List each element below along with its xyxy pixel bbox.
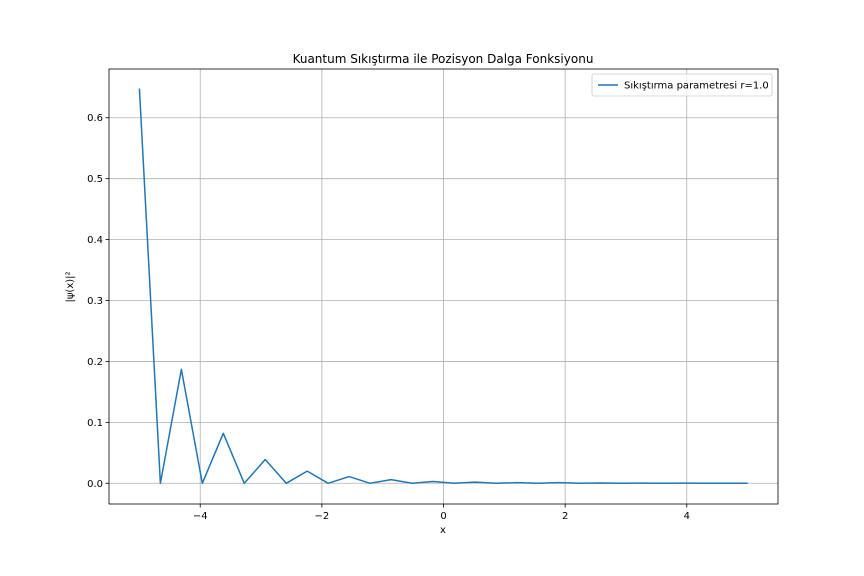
- legend-label: Sıkıştırma parametresi r=1.0: [624, 81, 769, 92]
- x-tick-label: 2: [562, 511, 568, 522]
- y-axis-label: |ψ(x)|²: [65, 271, 76, 302]
- y-tick-label: 0.5: [87, 174, 103, 185]
- y-tick-label: 0.6: [87, 113, 103, 124]
- x-tick-label: 4: [684, 511, 690, 522]
- x-axis-label: x: [440, 525, 446, 536]
- y-tick-label: 0.4: [87, 235, 103, 246]
- chart-title: Kuantum Sıkıştırma ile Pozisyon Dalga Fo…: [293, 52, 594, 66]
- legend-box: [591, 73, 773, 97]
- series-lines: [138, 88, 748, 485]
- series-line: [138, 88, 748, 485]
- grid-lines: [109, 69, 778, 504]
- y-tick-label: 0.0: [87, 479, 103, 490]
- y-tick-label: 0.1: [87, 418, 103, 429]
- x-tick-label: −2: [314, 511, 329, 522]
- axes: −4 −2 0 2 4 0.0 0.1 0.2 0.3 0.4 0.5 0.6: [87, 68, 779, 522]
- y-tick-label: 0.2: [87, 357, 103, 368]
- x-tick-label: 0: [440, 511, 446, 522]
- x-tick-label: −4: [193, 511, 208, 522]
- y-tick-label: 0.3: [87, 296, 103, 307]
- legend: Sıkıştırma parametresi r=1.0: [591, 73, 773, 97]
